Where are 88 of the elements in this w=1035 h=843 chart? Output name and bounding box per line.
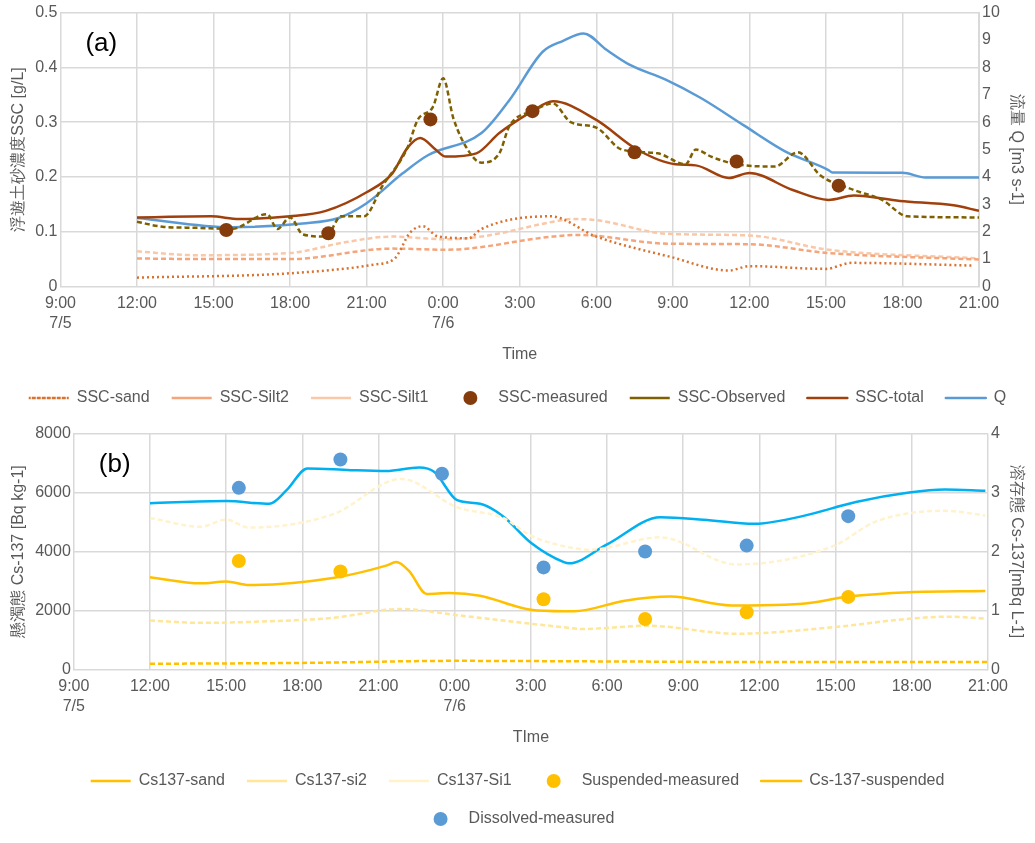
x-tick-label: 18:00: [882, 294, 923, 312]
x-tick-label: 9:00 7/5: [44, 294, 77, 331]
y2-tick-label: 8: [982, 57, 991, 75]
y2-tick-label: 9: [982, 30, 991, 48]
x-tick-label: 15:00: [206, 677, 247, 695]
point: [831, 178, 846, 193]
x-tick-label: 15:00: [193, 294, 234, 312]
point: [434, 466, 449, 481]
x-tick-label: 18:00: [891, 677, 932, 695]
x-tick-label: 12:00: [739, 677, 780, 695]
x-tick-label: 0:00 7/6: [427, 294, 459, 331]
point: [841, 509, 856, 524]
x-tick-label: 15:00: [805, 294, 847, 312]
x-tick-label: 9:00: [667, 677, 699, 695]
point: [219, 223, 234, 237]
x-tick-label: 3:00: [515, 677, 547, 695]
y2-tick-label: 3: [982, 194, 991, 212]
x-tick-label: 6:00: [580, 294, 612, 312]
x-tick-label: 21:00: [967, 677, 1009, 695]
legend-label: SSC-Silt2: [219, 388, 290, 406]
legend-label: Cs137-sand: [138, 771, 225, 789]
y2-tick-label: 7: [982, 85, 991, 103]
point: [729, 154, 744, 169]
y2-tick-label: 1: [982, 249, 991, 267]
y-axis-title: 懸濁態 Cs-137 [Bq kg-1]: [9, 465, 27, 639]
x-tick-label: 0:00 7/6: [439, 677, 471, 714]
point: [231, 480, 246, 495]
y2-tick-label: 1: [990, 600, 1000, 618]
legend-label: SSC-sand: [76, 388, 150, 406]
point: [333, 452, 348, 467]
legend-label: SSC-Observed: [677, 388, 786, 406]
y2-tick-label: 10: [982, 3, 1000, 21]
x-tick-label: 9:00 7/5: [58, 677, 90, 714]
y-tick-label: 0.1: [35, 222, 58, 240]
y2-tick-label: 0: [982, 276, 991, 294]
x-tick-label: 12:00: [729, 294, 770, 312]
x-axis-title: TIme: [512, 727, 550, 745]
y-tick-label: 0.3: [35, 112, 58, 130]
x-tick-label: 18:00: [282, 677, 323, 695]
point: [423, 112, 438, 127]
y2-tick-label: 4: [990, 424, 1000, 442]
annotation: (a): [85, 26, 118, 57]
y-tick-label: 0: [48, 276, 58, 294]
y-tick-label: 4000: [35, 541, 71, 559]
y-tick-label: 6000: [35, 482, 71, 500]
legend-label: Dissolved-measured: [468, 809, 615, 827]
point: [536, 560, 551, 575]
x-tick-label: 21:00: [346, 294, 387, 312]
x-tick-label: 12:00: [129, 677, 171, 695]
point: [638, 544, 653, 559]
x-tick-label: 18:00: [270, 294, 311, 312]
legend-label: Cs137-si2: [294, 771, 368, 789]
x-tick-label: 12:00: [116, 294, 158, 312]
x-tick-label: 21:00: [958, 294, 1000, 312]
y-tick-label: 8000: [35, 424, 71, 442]
y-tick-label: 2000: [35, 600, 71, 618]
legend-label: Cs-137-suspended: [809, 771, 945, 789]
x-tick-label: 21:00: [358, 677, 399, 695]
point: [321, 226, 336, 241]
y2-tick-label: 3: [990, 482, 1000, 500]
point: [627, 145, 642, 160]
y2-tick-label: 2: [982, 222, 991, 240]
y-tick-label: 0.5: [35, 3, 58, 21]
x-tick-label: 3:00: [504, 294, 536, 312]
y2-tick-label: 0: [990, 659, 1000, 677]
point: [525, 104, 540, 119]
y-tick-label: 0.2: [35, 167, 58, 185]
legend-label: Suspended-measured: [581, 771, 740, 789]
legend-label: SSC-total: [855, 388, 924, 406]
y-axis-title: 浮遊土砂濃度SSC [g/L]: [9, 67, 27, 232]
y-tick-label: 0: [61, 659, 71, 677]
point: [739, 538, 754, 553]
legend-label: SSC-Silt1: [359, 388, 429, 406]
x-tick-label: 6:00: [591, 677, 623, 695]
x-tick-label: 9:00: [657, 294, 689, 312]
annotation: (b): [98, 447, 131, 478]
y2-tick-label: 2: [990, 541, 1000, 559]
y2-tick-label: 4: [982, 167, 991, 185]
x-tick-label: 15:00: [815, 677, 856, 695]
y2-axis-title: 流量 Q [m3 s-1]: [1008, 93, 1026, 206]
legend-label: Cs137-Si1: [436, 771, 512, 789]
legend-label: Q: [993, 388, 1007, 406]
y2-tick-label: 6: [982, 112, 991, 130]
y2-axis-title: 溶存態 Cs-137[mBq L-1]: [1008, 464, 1026, 639]
y2-tick-label: 5: [982, 139, 991, 157]
y-tick-label: 0.4: [35, 57, 58, 75]
x-axis-title: Time: [502, 344, 538, 362]
legend-label: SSC-measured: [498, 388, 608, 406]
